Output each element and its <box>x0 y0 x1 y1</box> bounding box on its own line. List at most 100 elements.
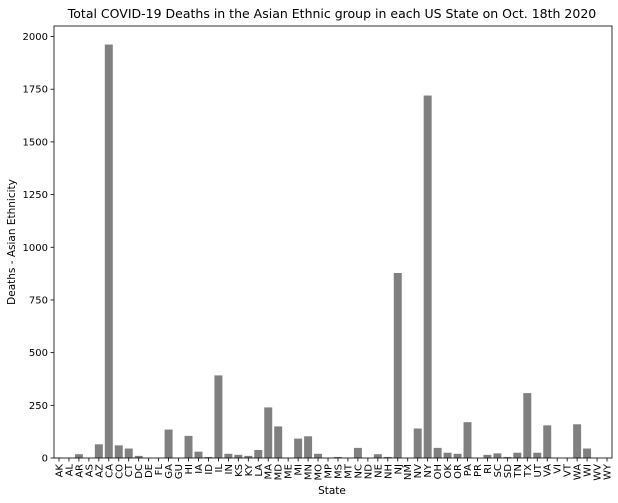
y-tick-label: 0 <box>42 454 48 465</box>
bar-ut <box>533 452 542 458</box>
bar-ia <box>194 451 203 458</box>
bar-sc <box>493 453 502 458</box>
bar-mn <box>304 436 313 458</box>
y-axis-ticks: 0 250 500 750 1000 1250 1500 1750 2000 <box>23 32 54 465</box>
y-tick-label: 2000 <box>23 32 48 43</box>
y-tick-label: 750 <box>29 295 48 306</box>
bar-or <box>453 453 462 458</box>
y-tick-label: 1250 <box>23 190 48 201</box>
x-tick-label: MS <box>333 464 344 479</box>
x-tick-label: KS <box>234 464 245 477</box>
x-tick-label: WI <box>583 464 594 477</box>
bar-hi <box>184 435 193 458</box>
x-tick-label: OH <box>433 464 444 479</box>
bar-tn <box>513 452 522 458</box>
x-tick-label: WY <box>603 463 614 480</box>
x-tick-label: KY <box>244 463 255 476</box>
x-tick-label: VT <box>563 463 574 477</box>
bar-in <box>224 453 233 458</box>
bar-az <box>94 444 103 458</box>
x-tick-label: TN <box>513 464 524 479</box>
bar-ne <box>373 454 382 458</box>
x-tick-label: RI <box>483 464 494 474</box>
x-tick-label: HI <box>184 464 195 474</box>
bar-co <box>114 445 123 458</box>
y-tick-label: 1000 <box>23 243 48 254</box>
bar-ct <box>124 448 133 458</box>
bar-oh <box>433 447 442 458</box>
bar-il <box>214 375 223 458</box>
bar-ks <box>234 454 243 458</box>
bar-ca <box>104 44 113 458</box>
bar-sd <box>503 456 512 458</box>
x-tick-label: AZ <box>94 464 105 478</box>
x-tick-label: NV <box>413 464 424 478</box>
x-tick-label: PR <box>473 464 484 477</box>
bars-group <box>55 44 592 458</box>
chart-title: Total COVID-19 Deaths in the Asian Ethni… <box>67 6 597 21</box>
bar-nh <box>383 456 392 458</box>
bar-ny <box>423 95 432 458</box>
x-tick-label: NH <box>383 464 394 479</box>
bar-mi <box>294 438 303 458</box>
x-tick-label: GA <box>164 464 175 479</box>
x-tick-label: ME <box>284 464 295 479</box>
bar-wa <box>573 424 582 458</box>
x-tick-label: FL <box>154 464 165 476</box>
bar-md <box>274 426 283 458</box>
x-tick-label: OK <box>443 464 454 479</box>
x-tick-label: CT <box>124 463 135 477</box>
x-tick-label: GU <box>174 464 185 479</box>
x-tick-label: AL <box>64 464 75 477</box>
x-tick-label: SD <box>503 464 514 478</box>
y-tick-label: 250 <box>29 401 48 412</box>
bar-dc <box>134 455 143 458</box>
bar-ky <box>244 455 253 458</box>
x-axis-label: State <box>318 485 346 497</box>
bar-nj <box>393 272 402 458</box>
x-tick-label: NC <box>353 464 364 478</box>
bar-mo <box>314 453 323 458</box>
bar-ok <box>443 452 452 458</box>
x-tick-label: VI <box>553 464 564 474</box>
bar-ms <box>334 456 342 458</box>
x-tick-label: NM <box>403 464 414 480</box>
x-tick-label: NY <box>423 463 434 477</box>
x-tick-label: UT <box>533 463 544 477</box>
x-tick-label: MI <box>294 464 305 476</box>
x-tick-label: MD <box>274 464 285 481</box>
x-tick-label: MA <box>264 464 275 480</box>
x-tick-label: VA <box>543 464 554 477</box>
bar-nv <box>413 428 422 458</box>
x-tick-label: NE <box>373 464 384 478</box>
x-tick-label: IL <box>214 464 225 473</box>
bar-ar <box>74 454 83 458</box>
x-tick-label: ID <box>204 464 215 475</box>
x-axis-ticks: AKALARASAZCACOCTDCDEFLGAGUHIIAIDILINKSKY… <box>54 458 614 481</box>
y-axis-label: Deaths - Asian Ethnicity <box>6 179 18 305</box>
bar-ma <box>264 407 273 458</box>
x-tick-label: WA <box>573 464 584 480</box>
x-tick-label: IA <box>194 464 205 474</box>
x-tick-label: CA <box>104 464 115 478</box>
x-tick-label: ND <box>363 464 374 479</box>
x-tick-label: PA <box>463 464 474 476</box>
x-tick-label: MT <box>343 463 354 479</box>
x-tick-label: DE <box>144 464 155 478</box>
bar-nc <box>353 447 362 458</box>
bar-pa <box>463 422 472 458</box>
bar-id <box>204 456 213 458</box>
x-tick-label: MP <box>324 464 335 479</box>
bar-ga <box>164 429 173 458</box>
x-tick-label: CO <box>114 464 125 479</box>
x-tick-label: DC <box>134 464 145 479</box>
x-tick-label: SC <box>493 464 504 477</box>
x-tick-label: LA <box>254 464 265 477</box>
bar-ri <box>483 454 492 458</box>
x-tick-label: NJ <box>393 464 404 474</box>
x-tick-label: TX <box>523 464 534 478</box>
y-tick-label: 500 <box>29 348 48 359</box>
plot-frame <box>53 25 613 459</box>
bar-va <box>543 425 552 458</box>
